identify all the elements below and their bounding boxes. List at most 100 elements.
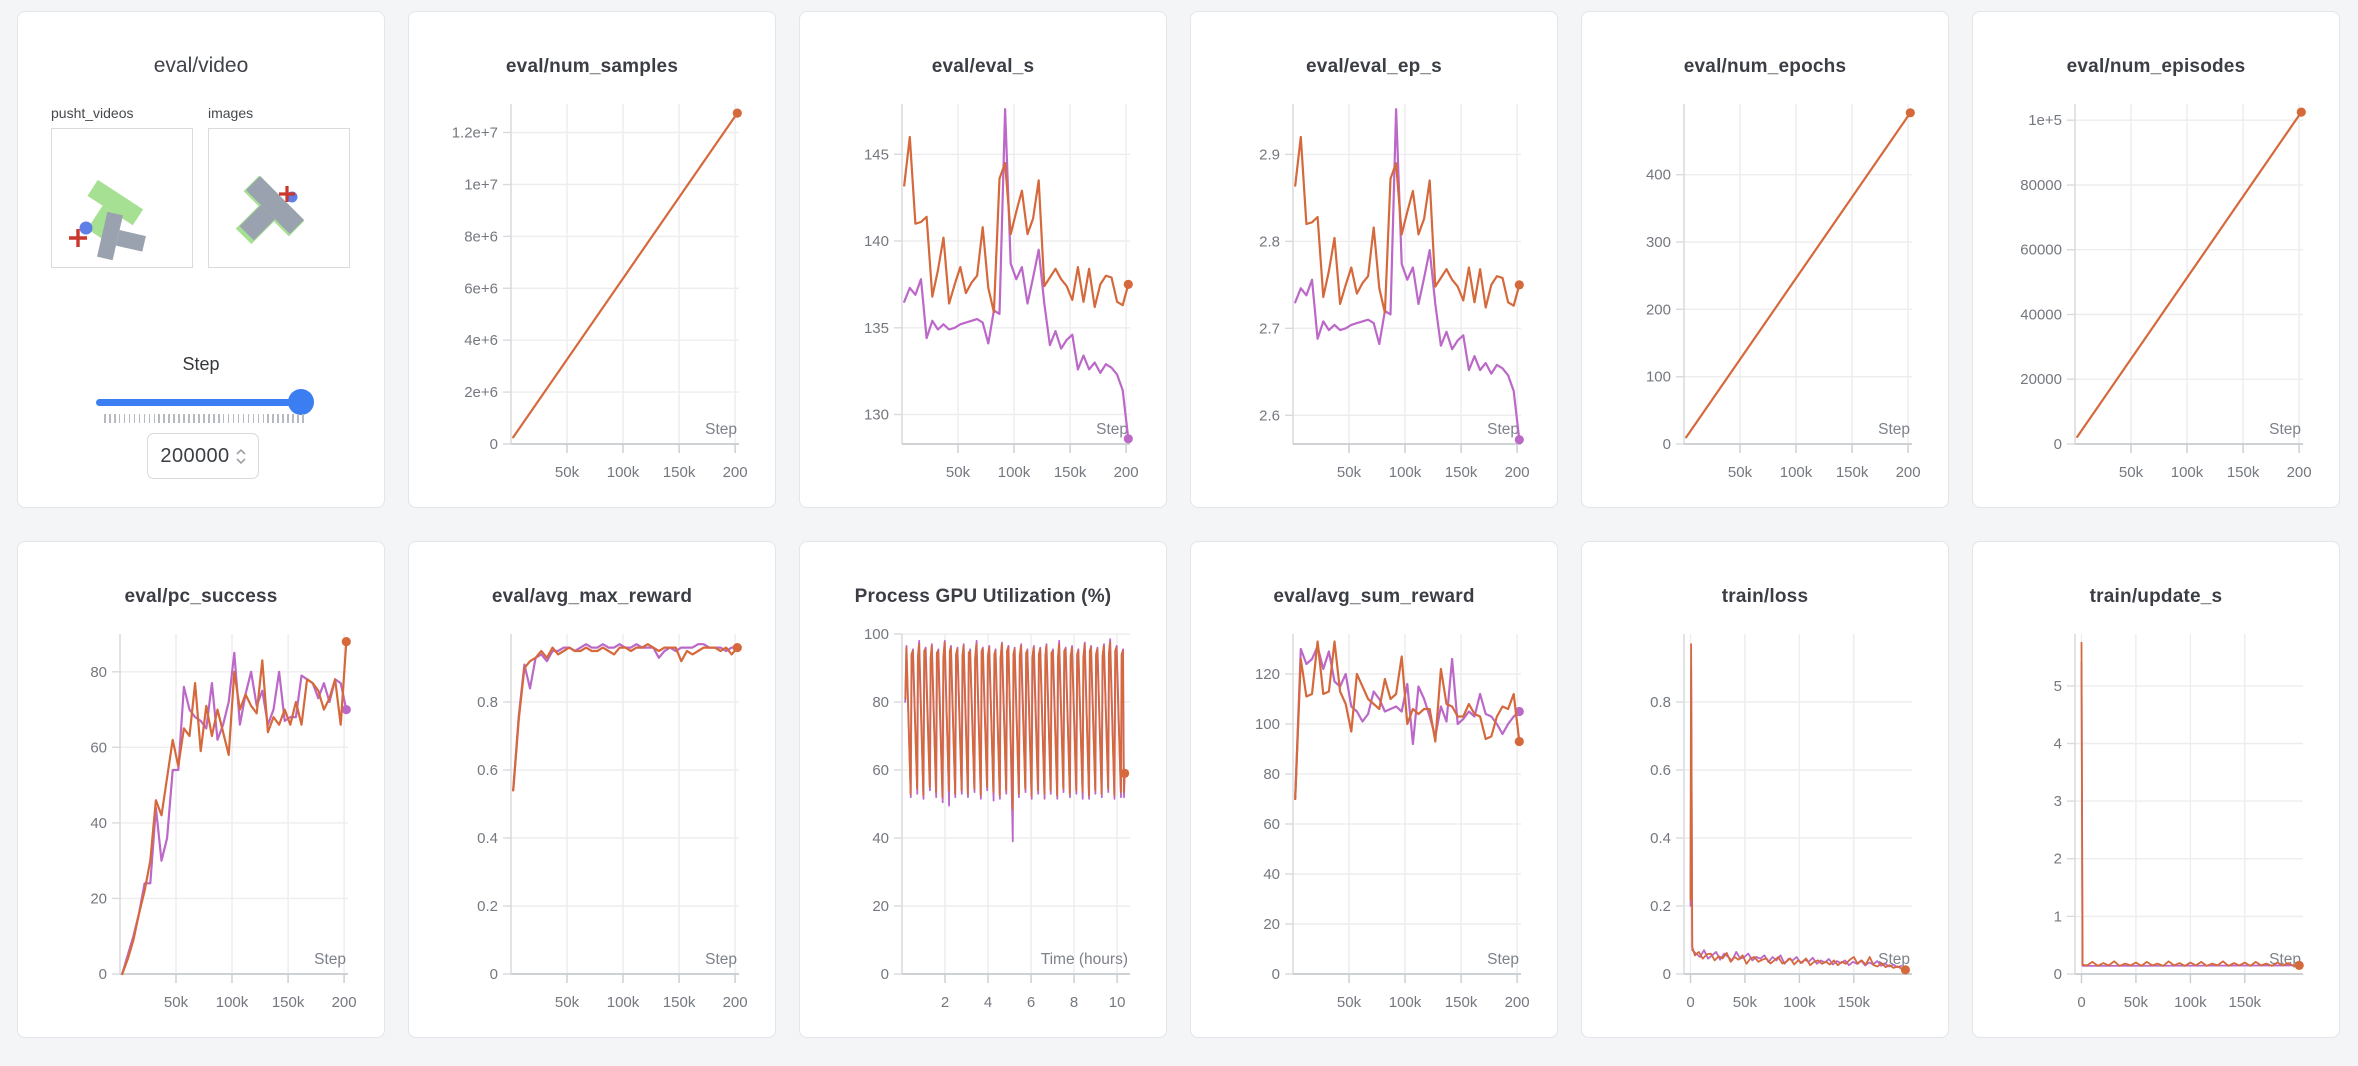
- svg-text:200: 200: [1114, 464, 1139, 481]
- agent-dot: [79, 221, 93, 235]
- end-point-dot: [1900, 965, 1910, 975]
- slider-tick-ruler: [104, 414, 304, 423]
- step-slider[interactable]: [96, 389, 314, 415]
- end-point-dot: [1514, 435, 1524, 445]
- svg-text:Step: Step: [705, 421, 737, 438]
- end-point-dot: [2294, 960, 2304, 970]
- line-chart[interactable]: 0 20 40 60 80 50k 100k 150k 200 Step: [18, 542, 385, 1038]
- svg-text:4: 4: [984, 994, 992, 1011]
- svg-text:Step: Step: [1096, 421, 1128, 438]
- svg-text:100k: 100k: [1389, 464, 1422, 481]
- svg-text:0: 0: [1686, 994, 1694, 1011]
- series-line: [512, 111, 739, 439]
- svg-text:80000: 80000: [2020, 177, 2062, 194]
- series-line: [1694, 950, 1907, 971]
- svg-text:40000: 40000: [2020, 307, 2062, 324]
- svg-text:0.2: 0.2: [1650, 898, 1671, 915]
- end-point-dot: [1514, 280, 1524, 290]
- end-point-dot: [732, 643, 742, 653]
- line-chart[interactable]: 130 135 140 145 50k 100k 150k 200 Step: [800, 12, 1167, 508]
- svg-text:0.6: 0.6: [1650, 762, 1671, 779]
- chart-title: train/loss: [1721, 586, 1809, 607]
- svg-text:150k: 150k: [272, 994, 305, 1011]
- chart-title: eval/eval_s: [931, 56, 1035, 77]
- slider-track[interactable]: [96, 399, 310, 406]
- svg-text:4e+6: 4e+6: [464, 332, 498, 349]
- svg-text:0: 0: [2054, 436, 2062, 453]
- chart-title: eval/eval_ep_s: [1306, 56, 1442, 77]
- svg-text:0: 0: [490, 436, 498, 453]
- svg-text:100k: 100k: [607, 994, 640, 1011]
- series-line: [1689, 643, 1696, 957]
- pusht-videos-thumbnail[interactable]: [51, 128, 193, 268]
- panel-eval-video: eval/video pusht_videos images: [17, 11, 385, 508]
- end-point-dot: [1123, 434, 1133, 444]
- chart-title: Process GPU Utilization (%): [854, 586, 1112, 607]
- series-line: [512, 643, 739, 792]
- panel-eval-pc-success: eval/pc_success 0 20 40 60 80 50k 100k 150k 200 S…: [17, 541, 385, 1038]
- line-chart[interactable]: 0 20 40 60 80 100 2 4 6 8 10 Time (hours): [800, 542, 1167, 1038]
- svg-text:100: 100: [1255, 716, 1280, 733]
- svg-text:0: 0: [1663, 966, 1671, 983]
- svg-text:20: 20: [872, 898, 889, 915]
- svg-text:0.6: 0.6: [477, 762, 498, 779]
- svg-text:20: 20: [90, 890, 107, 907]
- svg-text:50k: 50k: [164, 994, 189, 1011]
- line-chart[interactable]: 0 20 40 60 80 100 120 50k 100k 150k 200 Step: [1191, 542, 1558, 1038]
- svg-text:0: 0: [99, 966, 107, 983]
- panel-eval-eval-s: eval/eval_s 130 135 140 145 50k 100k 150k 200 St…: [799, 11, 1167, 508]
- step-value: 200000: [160, 444, 230, 467]
- end-point-dot: [1123, 279, 1133, 289]
- svg-text:200: 200: [1505, 994, 1530, 1011]
- images-thumbnail[interactable]: [208, 128, 350, 268]
- svg-text:150k: 150k: [1838, 994, 1871, 1011]
- line-chart[interactable]: 0 100 200 300 400 50k 100k 150k 200 Step: [1582, 12, 1949, 508]
- svg-text:Step: Step: [705, 951, 737, 968]
- svg-text:100k: 100k: [1389, 994, 1422, 1011]
- svg-text:200: 200: [1646, 301, 1671, 318]
- svg-text:20000: 20000: [2020, 371, 2062, 388]
- panel-eval-num-samples: eval/num_samples 0 2e+6 4e+6 6e+6 8e+6 1e+7 1.…: [408, 11, 776, 508]
- chart-title: eval/pc_success: [124, 586, 278, 607]
- step-input[interactable]: 200000: [147, 433, 259, 479]
- svg-text:2.7: 2.7: [1259, 320, 1280, 337]
- svg-text:50k: 50k: [1733, 994, 1758, 1011]
- svg-text:100: 100: [864, 626, 889, 643]
- video-panel-title: eval/video: [153, 54, 249, 77]
- svg-text:2.6: 2.6: [1259, 407, 1280, 424]
- svg-text:Step: Step: [1878, 421, 1910, 438]
- series-line: [2086, 960, 2301, 967]
- svg-text:50k: 50k: [555, 994, 580, 1011]
- spinner-arrows-icon[interactable]: [235, 448, 246, 464]
- svg-text:300: 300: [1646, 234, 1671, 251]
- panel-process-gpu-utilization: Process GPU Utilization (%) 0 20 40 60 80 100…: [799, 541, 1167, 1038]
- goal-cross-icon: [279, 186, 295, 202]
- svg-text:1e+7: 1e+7: [464, 177, 498, 194]
- panel-eval-num-episodes: eval/num_episodes 0 20000 40000 60000 80000 1…: [1972, 11, 2340, 508]
- slider-knob[interactable]: [288, 389, 314, 415]
- series-line: [903, 108, 1130, 440]
- series-line: [121, 651, 348, 976]
- line-chart[interactable]: 2.6 2.7 2.8 2.9 50k 100k 150k 200 Step: [1191, 12, 1558, 508]
- svg-text:50k: 50k: [1728, 464, 1753, 481]
- svg-text:140: 140: [864, 233, 889, 250]
- svg-text:120: 120: [1255, 666, 1280, 683]
- series-line: [2080, 641, 2088, 967]
- svg-text:60000: 60000: [2020, 242, 2062, 259]
- svg-text:100: 100: [1646, 369, 1671, 386]
- svg-text:200: 200: [723, 464, 748, 481]
- goal-cross-icon: [69, 229, 87, 247]
- svg-text:3: 3: [2054, 793, 2062, 810]
- svg-text:60: 60: [90, 739, 107, 756]
- panel-eval-num-epochs: eval/num_epochs 0 100 200 300 400 50k 100k 150k…: [1581, 11, 1949, 508]
- line-chart[interactable]: 0 20000 40000 60000 80000 1e+5 50k 100k 150k 200 S…: [1973, 12, 2340, 508]
- line-chart[interactable]: 0 0.2 0.4 0.6 0.8 50k 100k 150k 200 Step: [409, 542, 776, 1038]
- svg-text:5: 5: [2054, 678, 2062, 695]
- svg-text:4: 4: [2054, 736, 2062, 753]
- svg-text:10: 10: [1109, 994, 1126, 1011]
- svg-text:2: 2: [2054, 851, 2062, 868]
- line-chart[interactable]: 0 2e+6 4e+6 6e+6 8e+6 1e+7 1.2e+7 50k 100k 150k 20…: [409, 12, 776, 508]
- series-line: [121, 640, 348, 976]
